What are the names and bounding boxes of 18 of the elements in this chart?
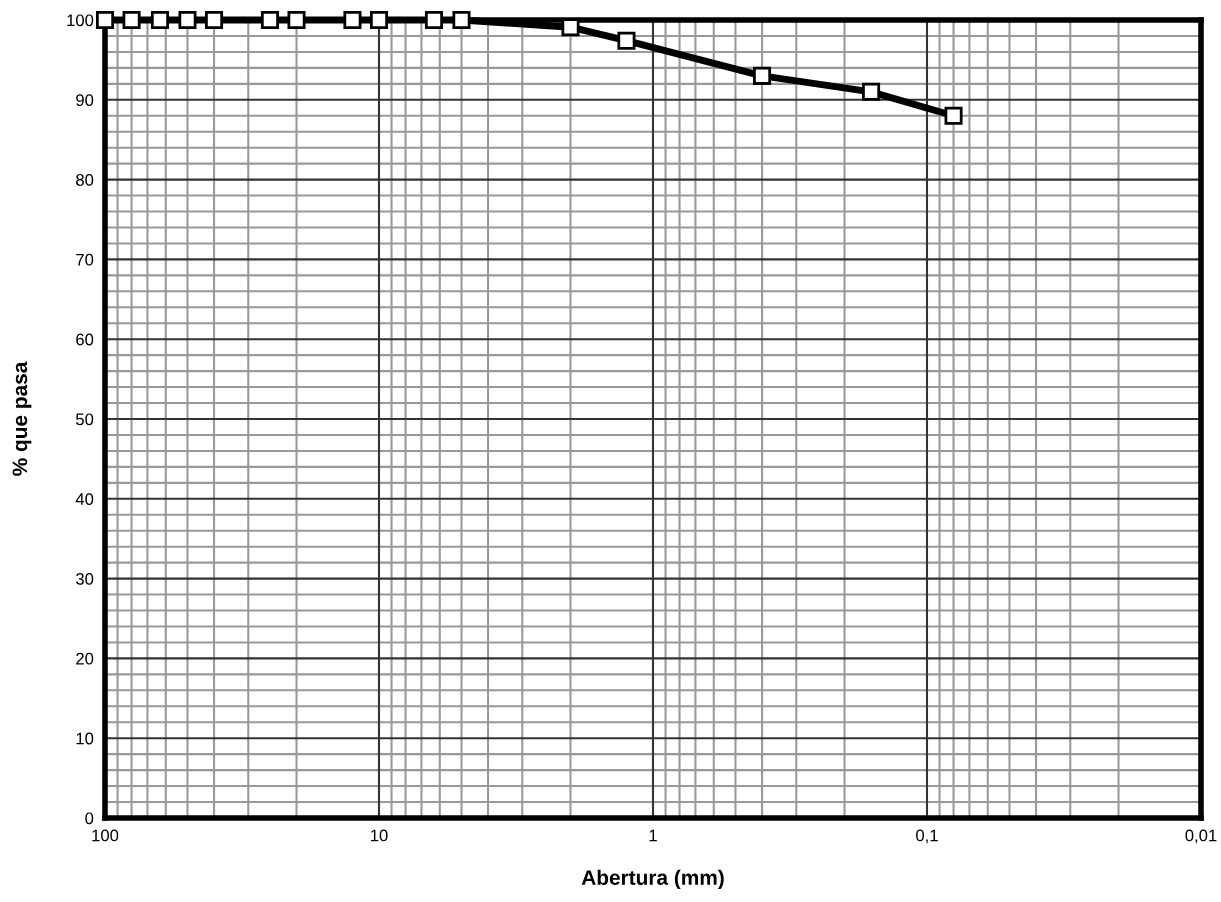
y-tick-label: 40	[75, 493, 94, 505]
y-axis-title: % que pasa	[12, 361, 32, 476]
x-tick-label: 100	[92, 829, 119, 842]
y-tick-label: 100	[67, 14, 94, 27]
y-tick-label: 20	[76, 652, 94, 665]
x-tick-label: 1	[649, 829, 657, 842]
y-tick-label: 30	[75, 573, 94, 585]
y-tick-label: 80	[76, 174, 94, 186]
y-tick-label: 60	[76, 333, 94, 346]
y-tick-label: 0	[85, 812, 94, 825]
y-tick-label: 10	[76, 732, 94, 745]
x-tick-label: 0,1	[916, 829, 938, 844]
y-tick-label: 90	[76, 94, 94, 106]
x-tick-label: 0,01	[1185, 829, 1217, 844]
x-tick-label: 10	[371, 829, 388, 842]
y-tick-label: 70	[76, 253, 94, 266]
x-axis-title: Abertura (mm)	[581, 869, 724, 890]
y-tick-label: 50	[76, 413, 94, 426]
